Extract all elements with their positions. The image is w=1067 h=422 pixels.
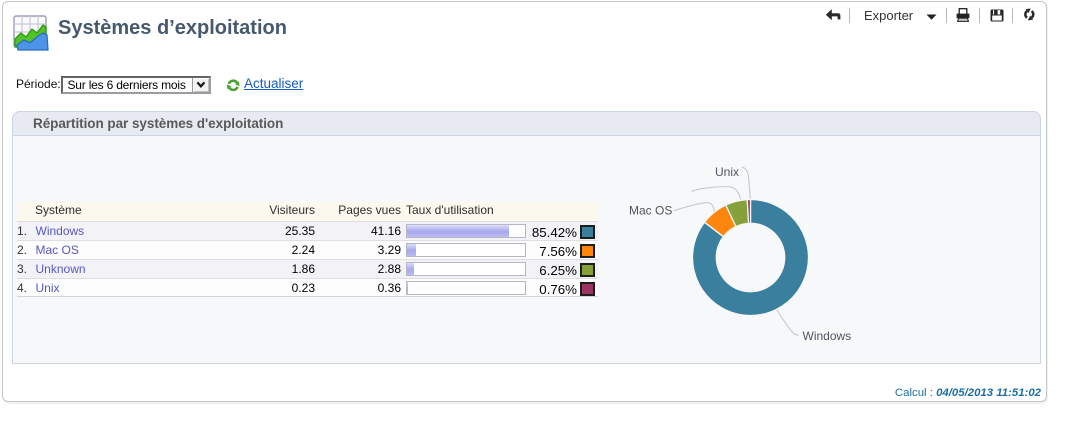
svg-text:Windows: Windows (803, 329, 852, 343)
svg-text:Mac OS: Mac OS (629, 203, 672, 217)
svg-text:Unix: Unix (715, 165, 739, 179)
